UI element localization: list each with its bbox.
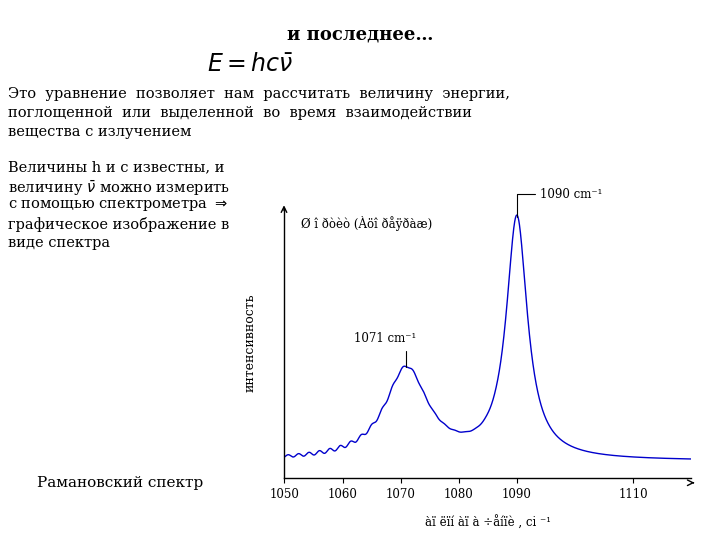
Text: интенсивность: интенсивность xyxy=(243,294,256,392)
Text: Ø î ðòèò (Àöî ðåÿðàæ): Ø î ðòèò (Àöî ðåÿðàæ) xyxy=(301,216,432,231)
Text: 1071 cm⁻¹: 1071 cm⁻¹ xyxy=(354,332,416,367)
Text: 1090 cm⁻¹: 1090 cm⁻¹ xyxy=(517,188,603,217)
Text: àï ëïí àï à ÷åíïè , ci ⁻¹: àï ëïí àï à ÷åíïè , ci ⁻¹ xyxy=(425,516,551,530)
Text: Это  уравнение  позволяет  нам  рассчитать  величину  энергии,: Это уравнение позволяет нам рассчитать в… xyxy=(8,87,510,101)
Text: с помощью спектрометра $\Rightarrow$: с помощью спектрометра $\Rightarrow$ xyxy=(8,198,228,213)
Text: величину $\bar{\nu}$ можно измерить: величину $\bar{\nu}$ можно измерить xyxy=(8,179,230,198)
Text: Рамановский спектр: Рамановский спектр xyxy=(37,476,203,490)
Text: графическое изображение в: графическое изображение в xyxy=(8,217,229,232)
Text: Величины h и с известны, и: Величины h и с известны, и xyxy=(8,160,225,174)
Text: поглощенной  или  выделенной  во  время  взаимодействии: поглощенной или выделенной во время взаи… xyxy=(8,106,472,120)
Text: $E  =  hc\bar{\nu}$: $E = hc\bar{\nu}$ xyxy=(207,52,293,76)
Text: и последнее…: и последнее… xyxy=(287,25,433,43)
Text: виде спектра: виде спектра xyxy=(8,236,110,250)
Text: вещества с излучением: вещества с излучением xyxy=(8,125,192,139)
